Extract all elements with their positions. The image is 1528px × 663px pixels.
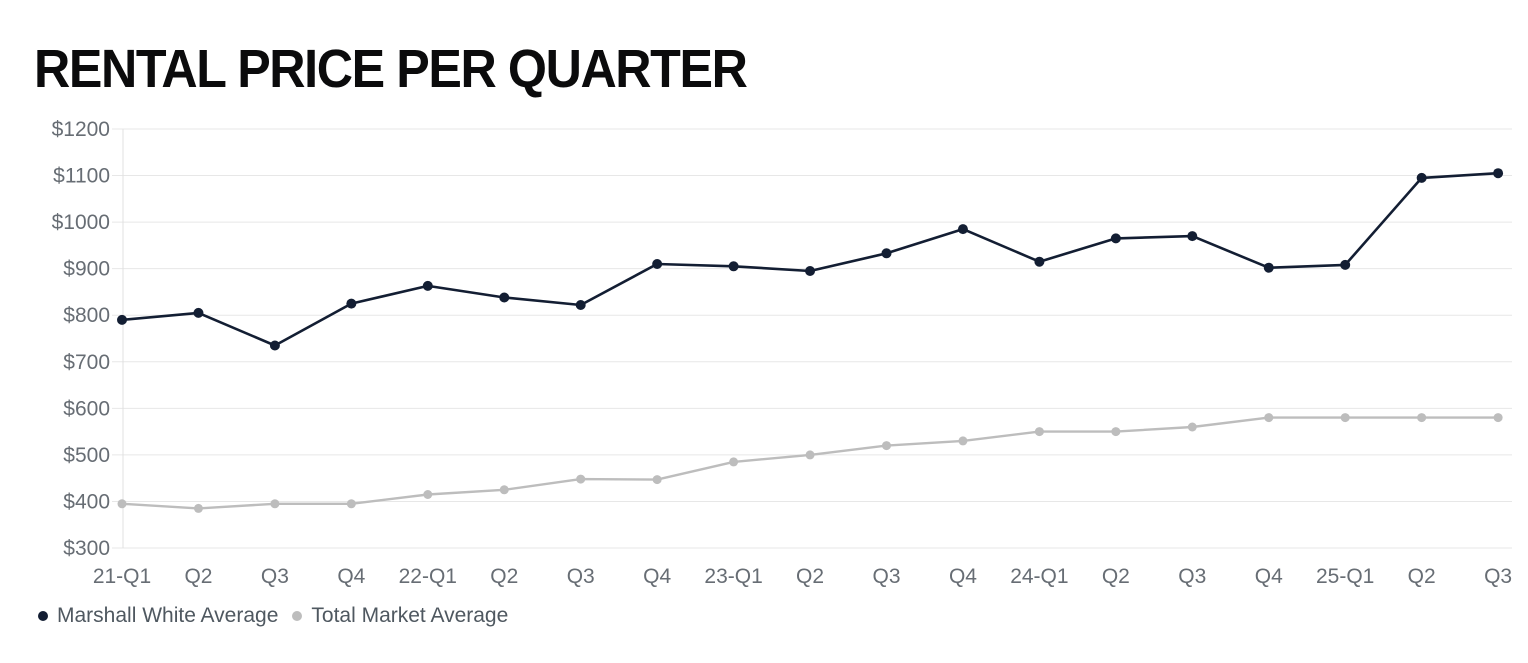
y-axis-label: $500 xyxy=(63,444,110,467)
x-axis-label: Q2 xyxy=(796,565,824,588)
legend-item-total-market-average[interactable]: Total Market Average xyxy=(292,604,508,628)
line-marshall-white-average xyxy=(120,171,1500,347)
x-axis-label: Q4 xyxy=(1255,565,1283,588)
x-axis-label: Q2 xyxy=(490,565,518,588)
point-total-market-average-Q4[interactable] xyxy=(958,436,968,446)
point-total-market-average-Q3[interactable] xyxy=(1187,422,1197,432)
x-axis-label: Q2 xyxy=(1102,565,1130,588)
point-marshall-white-average-Q2[interactable] xyxy=(193,307,204,318)
point-marshall-white-average-25-Q1[interactable] xyxy=(1340,259,1351,270)
y-axis-label: $900 xyxy=(63,258,110,281)
x-axis-label: Q3 xyxy=(567,565,595,588)
x-axis-label: 23-Q1 xyxy=(704,565,762,588)
point-marshall-white-average-Q2[interactable] xyxy=(1416,172,1427,183)
point-marshall-white-average-Q2[interactable] xyxy=(805,266,816,276)
chart-legend: Marshall White Average Total Market Aver… xyxy=(38,604,508,628)
y-axis-label: $400 xyxy=(63,490,110,513)
legend-item-marshall-white-average[interactable]: Marshall White Average xyxy=(38,604,278,628)
x-axis-label: Q3 xyxy=(1178,565,1206,588)
point-total-market-average-Q2[interactable] xyxy=(805,450,815,460)
point-total-market-average-Q4[interactable] xyxy=(1264,413,1274,423)
point-marshall-white-average-Q2[interactable] xyxy=(499,292,510,303)
point-total-market-average-25-Q1[interactable] xyxy=(1340,413,1350,423)
point-total-market-average-22-Q1[interactable] xyxy=(423,490,433,499)
point-total-market-average-Q3[interactable] xyxy=(1493,413,1503,423)
x-axis-label: 25-Q1 xyxy=(1316,565,1374,588)
x-axis-label: Q3 xyxy=(1484,565,1512,588)
x-axis-label: Q4 xyxy=(643,565,671,588)
point-total-market-average-21-Q1[interactable] xyxy=(117,499,127,509)
point-marshall-white-average-24-Q1[interactable] xyxy=(1034,256,1045,267)
point-marshall-white-average-21-Q1[interactable] xyxy=(117,314,127,325)
point-marshall-white-average-Q4[interactable] xyxy=(957,224,968,235)
x-axis-label: Q4 xyxy=(337,565,365,588)
line-total-market-average xyxy=(120,416,1500,510)
y-axis-label: $700 xyxy=(63,351,110,374)
legend-dot-total-market xyxy=(292,611,303,621)
point-marshall-white-average-Q3[interactable] xyxy=(1187,231,1198,242)
y-axis-label: $600 xyxy=(63,397,110,420)
legend-label-total-market: Total Market Average xyxy=(311,604,509,627)
x-axis-label: Q3 xyxy=(261,565,289,588)
x-axis-label: 24-Q1 xyxy=(1010,565,1068,588)
y-axis-label: $1000 xyxy=(52,211,110,234)
legend-dot-marshall-white xyxy=(38,611,48,621)
x-axis-label: Q2 xyxy=(1408,565,1436,588)
point-total-market-average-Q2[interactable] xyxy=(499,485,509,495)
point-marshall-white-average-Q2[interactable] xyxy=(1110,233,1121,244)
point-marshall-white-average-Q3[interactable] xyxy=(575,300,586,310)
point-total-market-average-24-Q1[interactable] xyxy=(1034,427,1044,437)
x-axis-label: Q2 xyxy=(184,565,212,588)
point-marshall-white-average-Q4[interactable] xyxy=(652,259,663,269)
point-marshall-white-average-Q3[interactable] xyxy=(269,340,280,351)
legend-label-marshall-white: Marshall White Average xyxy=(57,604,279,627)
point-total-market-average-Q4[interactable] xyxy=(346,499,356,509)
point-marshall-white-average-22-Q1[interactable] xyxy=(422,280,433,291)
point-total-market-average-Q2[interactable] xyxy=(193,503,203,513)
x-axis-label: Q4 xyxy=(949,565,977,588)
point-marshall-white-average-Q3[interactable] xyxy=(881,248,892,259)
point-total-market-average-Q3[interactable] xyxy=(576,474,586,484)
y-axis-label: $300 xyxy=(63,537,110,560)
point-marshall-white-average-Q4[interactable] xyxy=(346,298,357,309)
point-total-market-average-23-Q1[interactable] xyxy=(729,457,739,467)
y-axis-label: $800 xyxy=(63,304,110,327)
x-axis-label: 22-Q1 xyxy=(399,565,457,588)
x-axis-label: Q3 xyxy=(872,565,900,588)
point-marshall-white-average-23-Q1[interactable] xyxy=(728,261,739,272)
point-marshall-white-average-Q4[interactable] xyxy=(1263,262,1274,273)
point-total-market-average-Q3[interactable] xyxy=(270,499,280,509)
point-total-market-average-Q2[interactable] xyxy=(1111,427,1121,437)
x-axis-label: 21-Q1 xyxy=(93,565,151,588)
page-title: RENTAL PRICE PER QUARTER xyxy=(34,39,748,99)
point-total-market-average-Q2[interactable] xyxy=(1417,413,1427,423)
y-axis-label: $1200 xyxy=(52,118,110,141)
y-axis-label: $1100 xyxy=(53,165,110,188)
point-total-market-average-Q4[interactable] xyxy=(652,475,662,485)
point-total-market-average-Q3[interactable] xyxy=(882,441,891,451)
point-marshall-white-average-Q3[interactable] xyxy=(1493,168,1504,179)
